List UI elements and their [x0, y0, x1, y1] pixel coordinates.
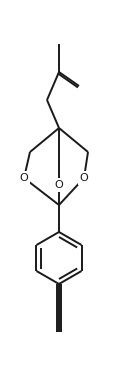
Text: O: O: [20, 173, 28, 183]
Text: O: O: [80, 173, 88, 183]
Text: O: O: [55, 180, 63, 190]
